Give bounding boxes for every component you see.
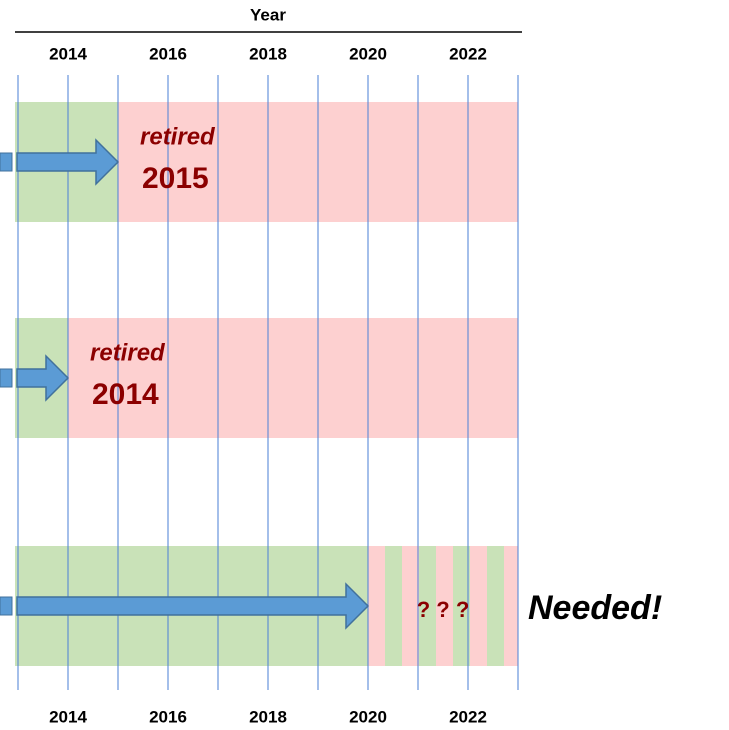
- tick-label-bottom: 2022: [449, 707, 487, 726]
- axis-title: Year: [250, 5, 286, 24]
- arrow: [16, 354, 70, 402]
- unknown-note: ? ? ?: [417, 597, 470, 622]
- arrow: [16, 138, 120, 186]
- tick-label-top: 2020: [349, 44, 387, 63]
- tick-label-bottom: 2014: [49, 707, 87, 726]
- arrow-tail: [0, 596, 13, 616]
- uncertain-stripe: [436, 546, 453, 666]
- tick-label-bottom: 2018: [249, 707, 287, 726]
- tick-label-top: 2022: [449, 44, 487, 63]
- uncertain-stripe: [419, 546, 436, 666]
- retired-span: [68, 318, 518, 438]
- tick-label-top: 2016: [149, 44, 187, 63]
- tick-label-bottom: 2016: [149, 707, 187, 726]
- arrow-tail: [0, 152, 13, 172]
- uncertain-stripe: [487, 546, 504, 666]
- arrow-tail: [0, 368, 13, 388]
- tick-label-bottom: 2020: [349, 707, 387, 726]
- tick-label-top: 2018: [249, 44, 287, 63]
- retired-year: 2014: [92, 378, 159, 411]
- uncertain-stripe: [368, 546, 385, 666]
- uncertain-stripe: [504, 546, 518, 666]
- arrow: [16, 582, 370, 630]
- retired-year: 2015: [142, 162, 209, 195]
- retired-label: retired: [140, 123, 216, 150]
- uncertain-stripe: [385, 546, 402, 666]
- tick-label-top: 2014: [49, 44, 87, 63]
- uncertain-stripe: [453, 546, 470, 666]
- uncertain-stripe: [470, 546, 487, 666]
- retired-label: retired: [90, 339, 166, 366]
- callout: Needed!: [528, 589, 662, 627]
- uncertain-stripe: [402, 546, 419, 666]
